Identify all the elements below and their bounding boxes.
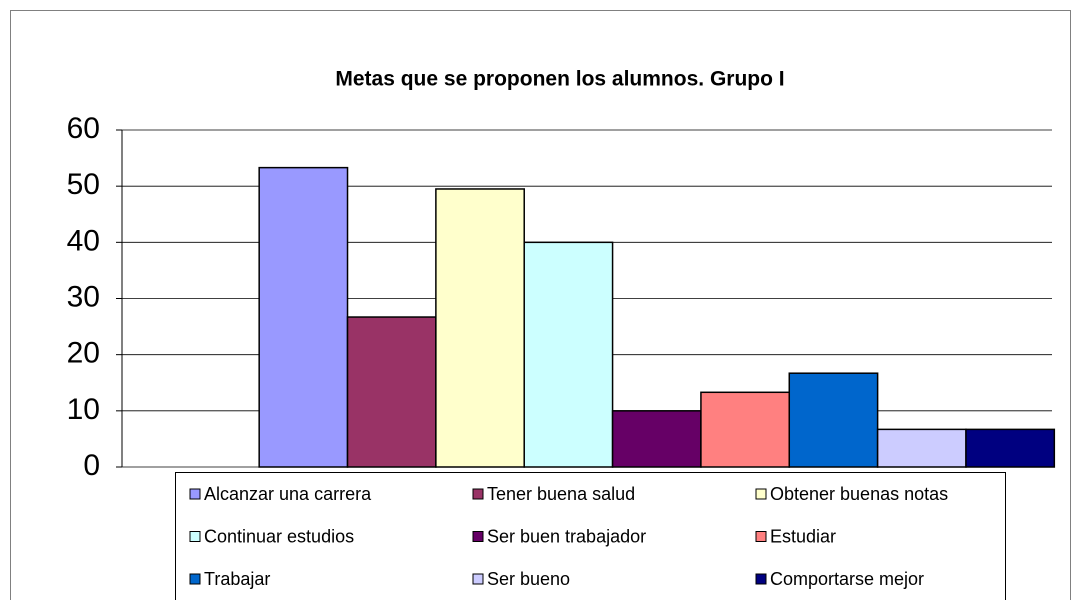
legend-label: Obtener buenas notas (770, 484, 948, 504)
legend-swatch (755, 488, 767, 500)
legend-label: Estudiar (770, 526, 836, 546)
y-tick-label: 10 (67, 393, 100, 426)
bar (876, 428, 967, 468)
legend-swatch (189, 488, 201, 500)
legend-label: Trabajar (204, 569, 270, 589)
chart-title: Metas que se proponen los alumnos. Grupo… (335, 68, 784, 91)
legend-swatch (472, 573, 484, 585)
legend-swatch (755, 531, 767, 542)
y-tick-label: 30 (67, 280, 100, 313)
y-tick-label: 0 (83, 449, 100, 482)
y-tick-label: 20 (67, 337, 100, 370)
y-tick-label: 40 (67, 224, 100, 257)
legend-swatch (472, 531, 484, 542)
bar (258, 166, 349, 468)
legend-label: Alcanzar una carrera (204, 484, 372, 504)
legend-label: Ser bueno (487, 569, 570, 589)
legend-label: Ser buen trabajador (487, 526, 646, 546)
legend-label: Comportarse mejor (770, 569, 924, 589)
y-tick-label: 60 (67, 112, 100, 145)
legend-swatch (755, 573, 767, 585)
legend-label: Continuar estudios (204, 526, 354, 546)
bar (700, 391, 791, 468)
legend-label: Tener buena salud (487, 484, 635, 504)
y-tick-label: 50 (67, 168, 100, 201)
bar (435, 188, 525, 468)
bar (346, 316, 437, 468)
bar (965, 428, 1056, 468)
legend-box (175, 472, 1006, 600)
bar (611, 410, 702, 468)
legend-swatch (189, 573, 201, 585)
bar (523, 241, 614, 468)
bar (788, 372, 879, 468)
legend-swatch (472, 488, 484, 500)
legend-swatch (189, 531, 201, 542)
